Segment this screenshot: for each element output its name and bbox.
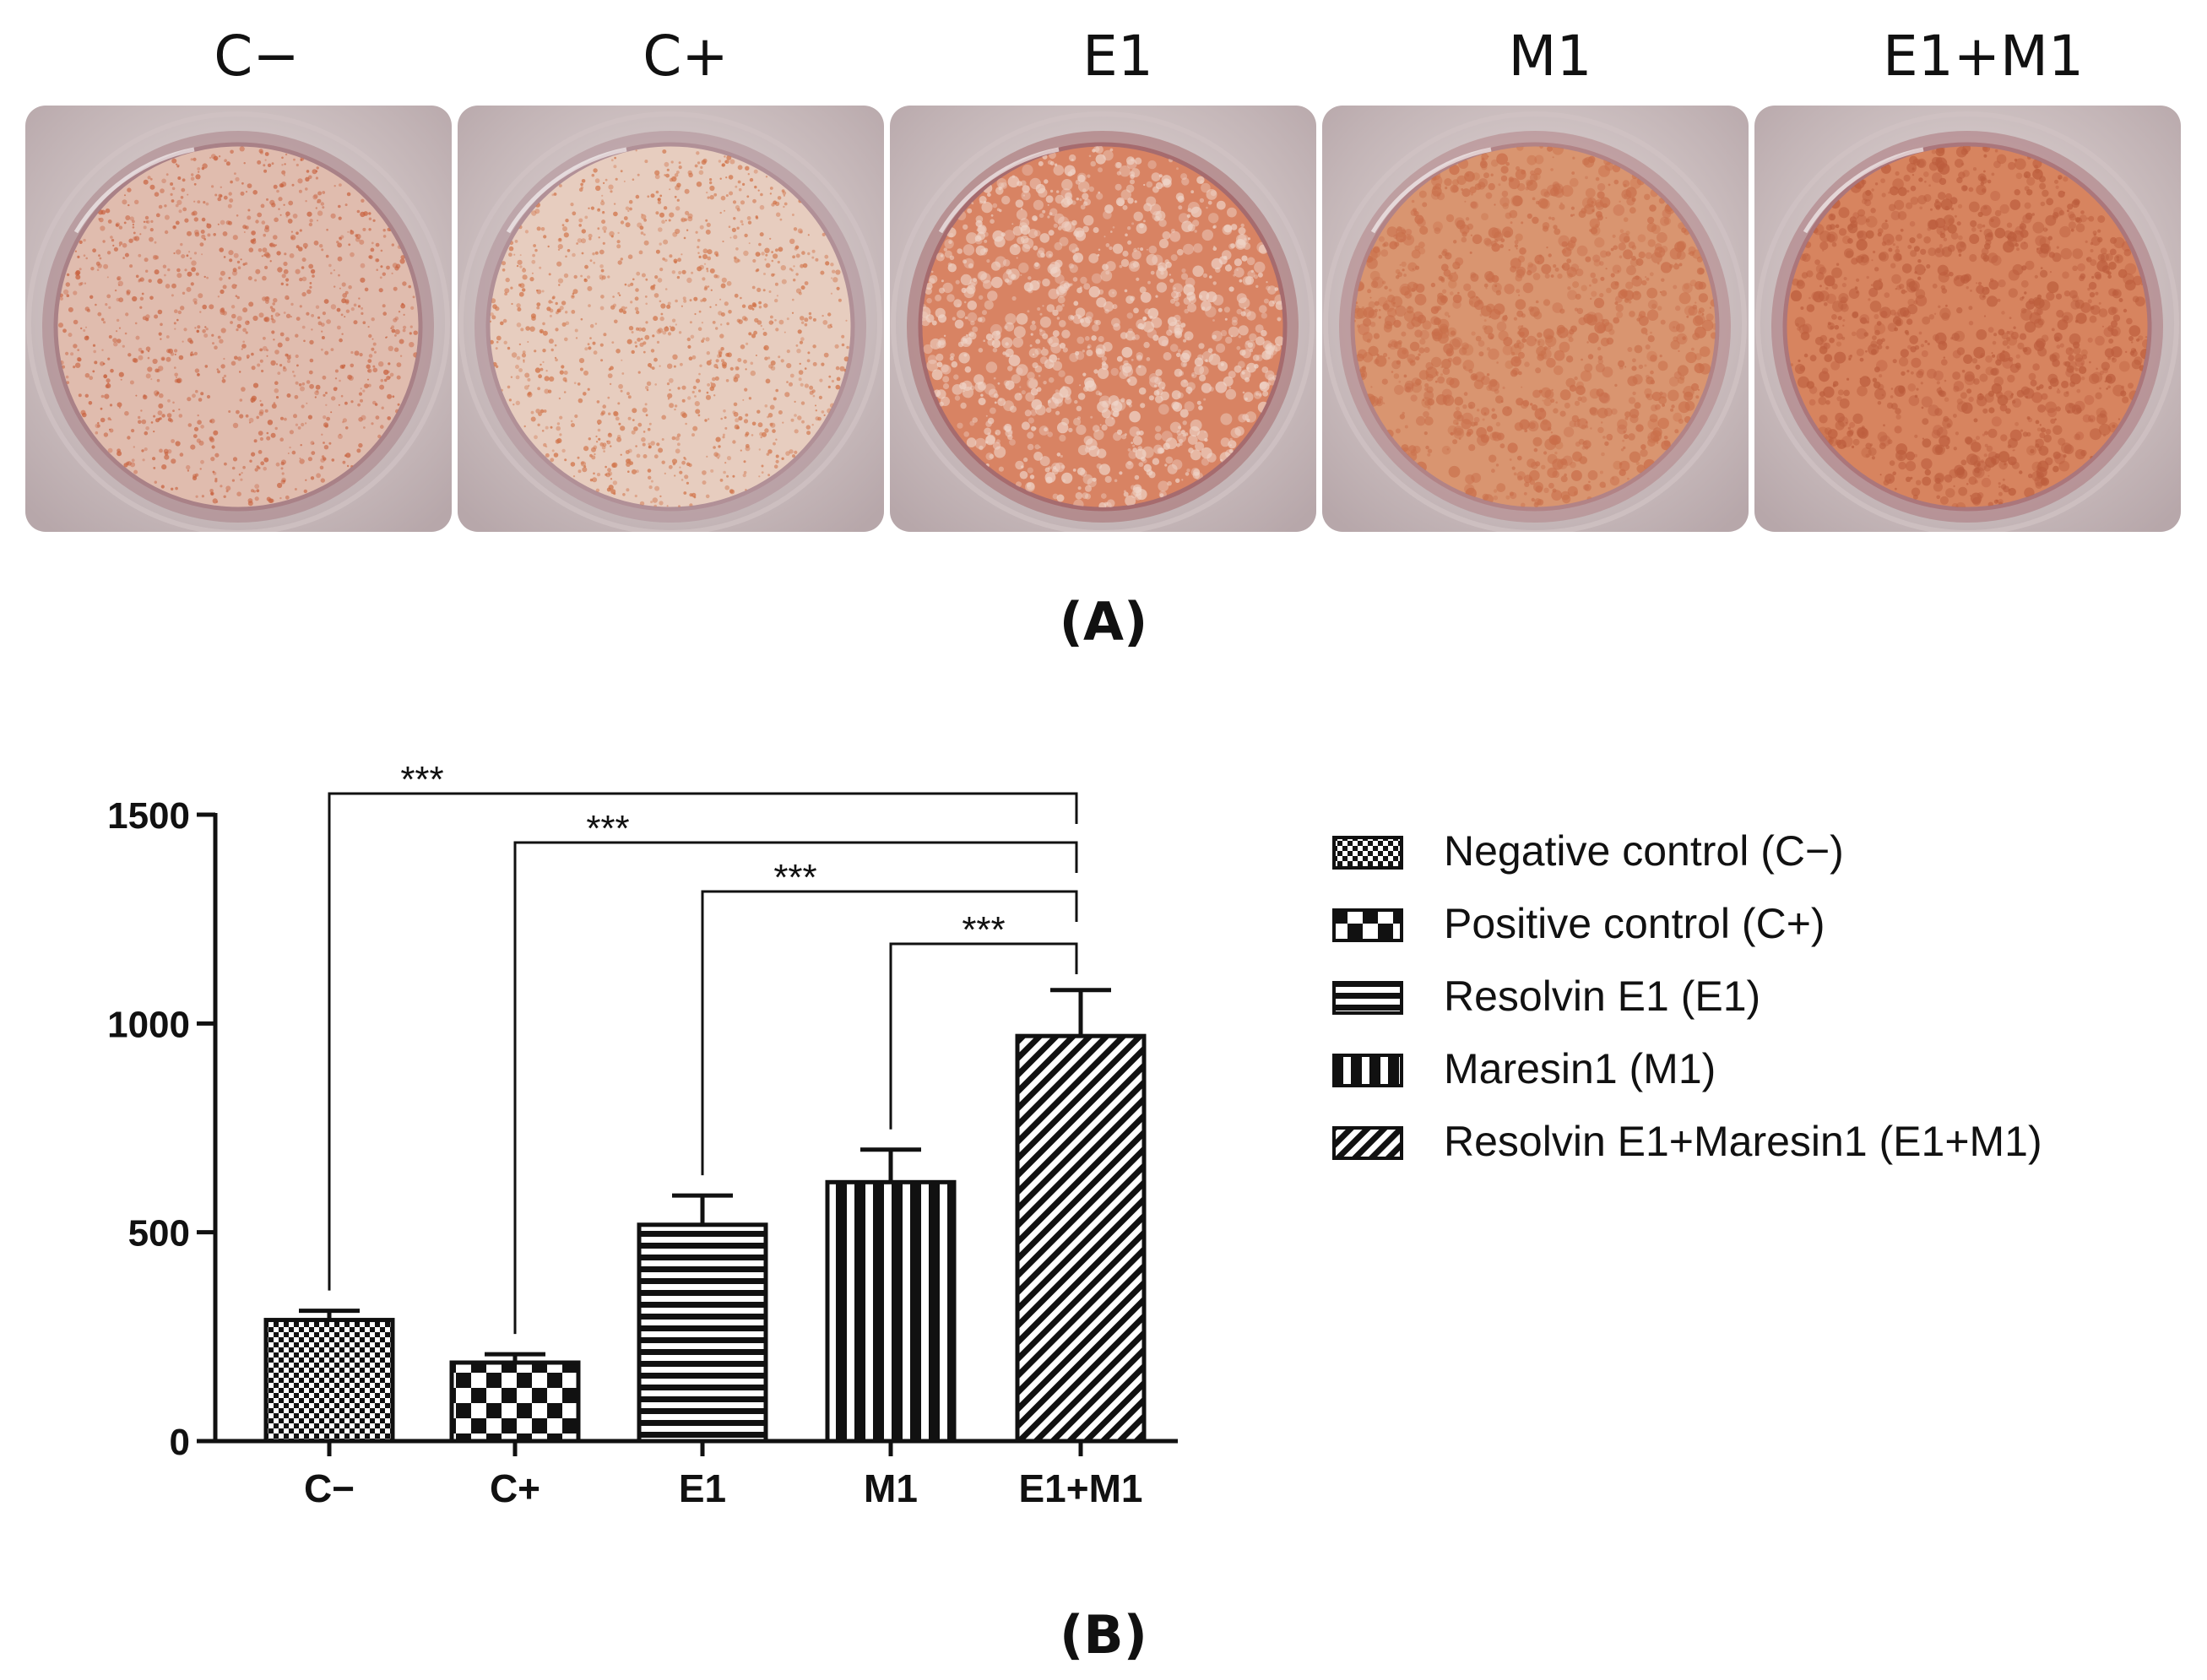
x-tick-label: C− xyxy=(304,1466,355,1510)
legend-label: Maresin1 (M1) xyxy=(1444,1045,1716,1092)
legend-label: Negative control (C−) xyxy=(1444,827,1844,875)
legend-label: Resolvin E1+Maresin1 (E1+M1) xyxy=(1444,1118,2042,1165)
significance-label: *** xyxy=(586,808,629,849)
well-image xyxy=(1322,106,1749,532)
y-tick-label: 500 xyxy=(128,1213,190,1255)
x-tick-label: E1+M1 xyxy=(1018,1466,1142,1510)
well-photo-c-minus xyxy=(25,106,452,532)
well-label-m1: M1 xyxy=(1508,24,1592,89)
bar-1 xyxy=(449,1360,581,1444)
legend-item: Negative control (C−) xyxy=(1330,823,2174,896)
bar-2 xyxy=(637,1222,768,1444)
significance-label: *** xyxy=(962,909,1005,951)
bar-0 xyxy=(263,1318,395,1444)
bar-chart: 0 500 1000 1500 C− C+ E1 M1 E1+M1 *** *** *** *** xyxy=(107,759,1178,1510)
legend-label: Positive control (C+) xyxy=(1444,900,1825,947)
significance-bracket xyxy=(889,942,1078,1130)
significance-label: *** xyxy=(773,857,816,898)
legend-swatch xyxy=(1332,836,1403,870)
legend-swatch xyxy=(1332,1054,1403,1087)
well-image xyxy=(1754,106,2181,532)
well-label-e1: E1 xyxy=(1082,24,1153,89)
well-photo-m1 xyxy=(1322,106,1749,532)
y-tick-label: 1000 xyxy=(107,1004,190,1045)
well-label-e1-m1: E1+M1 xyxy=(1883,24,2084,89)
chart-legend: Negative control (C−) Positive control (… xyxy=(1330,823,2174,1186)
bar-3 xyxy=(825,1179,957,1444)
well-labels: C− C+ E1 M1 E1+M1 xyxy=(0,0,2207,110)
x-tick-label: C+ xyxy=(490,1466,540,1510)
panel-label-b: (B) xyxy=(1060,1604,1147,1666)
well-photo-e1 xyxy=(890,106,1316,532)
significance-bracket xyxy=(513,841,1078,1335)
legend-swatch xyxy=(1332,1126,1403,1160)
well-photo-e1-m1 xyxy=(1754,106,2181,532)
well-image xyxy=(890,106,1316,532)
legend-item: Positive control (C+) xyxy=(1330,896,2174,968)
well-image xyxy=(458,106,884,532)
well-photo-c-plus xyxy=(458,106,884,532)
well-label-c-plus: C+ xyxy=(643,24,729,89)
stained-well-photos xyxy=(25,106,2187,532)
legend-item: Maresin1 (M1) xyxy=(1330,1041,2174,1114)
well-label-c-minus: C− xyxy=(214,24,300,89)
legend-swatch xyxy=(1332,908,1403,942)
legend-item: Resolvin E1+Maresin1 (E1+M1) xyxy=(1330,1114,2174,1186)
x-tick-label: M1 xyxy=(864,1466,918,1510)
legend-swatch xyxy=(1332,981,1403,1015)
x-tick-label: E1 xyxy=(679,1466,726,1510)
significance-bracket xyxy=(328,792,1078,1291)
y-tick-label: 0 xyxy=(170,1422,190,1463)
significance-label: *** xyxy=(400,759,443,800)
y-tick-label: 1500 xyxy=(107,795,190,837)
well-image xyxy=(25,106,452,532)
panel-label-a: (A) xyxy=(1059,591,1148,653)
significance-bracket xyxy=(701,890,1078,1176)
legend-item: Resolvin E1 (E1) xyxy=(1330,968,2174,1041)
bar-4 xyxy=(1015,1033,1147,1444)
legend-label: Resolvin E1 (E1) xyxy=(1444,973,1761,1020)
